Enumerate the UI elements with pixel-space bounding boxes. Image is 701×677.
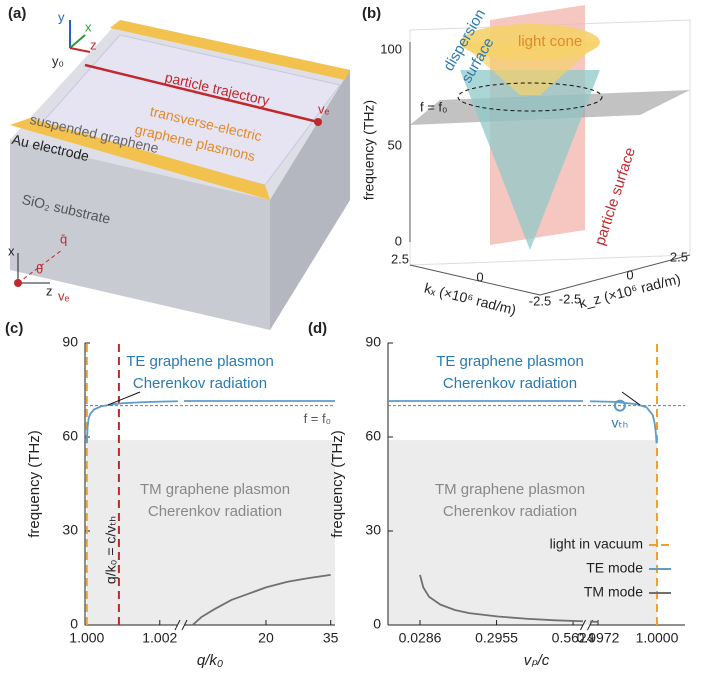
panel-label: (d) xyxy=(308,320,327,337)
y-tick-label: 30 xyxy=(62,522,78,538)
x-tick-label: 1.000 xyxy=(69,630,104,646)
axis xyxy=(17,249,63,284)
electron xyxy=(314,118,322,126)
x-tick-label: 0.0286 xyxy=(399,630,442,646)
x-axis-label: q/k₀ xyxy=(197,652,223,669)
x-tick-label: 0.5624 xyxy=(552,630,595,646)
panel-label: (a) xyxy=(8,5,26,22)
annotation: TE graphene plasmon xyxy=(436,353,584,370)
electrode xyxy=(110,20,350,80)
axis-label: x xyxy=(85,19,92,34)
electrode xyxy=(10,118,270,200)
series-line xyxy=(589,400,658,444)
annotation: q/k₀ = c/vₜₕ xyxy=(103,516,119,584)
series-line xyxy=(85,400,179,444)
tick-label: 0 xyxy=(476,269,483,284)
annotation: Cherenkov radiation xyxy=(443,375,577,392)
tick-label: 50 xyxy=(388,137,402,152)
axis-label: q̄ xyxy=(60,231,67,246)
axis xyxy=(409,264,541,296)
x-tick-label: 0.2955 xyxy=(475,630,518,646)
x-tick-label: 0.9972 xyxy=(577,630,620,646)
axis xyxy=(539,254,691,296)
annotation: f = f₀ xyxy=(420,99,447,114)
axis-label: y xyxy=(58,9,65,24)
annotation: TE graphene plasmon xyxy=(126,353,274,370)
series-line xyxy=(419,574,584,623)
annotation: particle surface xyxy=(591,145,639,247)
axis-break xyxy=(580,619,586,631)
electron xyxy=(14,279,22,287)
annotation: Cherenkov radiation xyxy=(148,503,282,520)
dispersion-surface xyxy=(460,70,600,250)
y-tick-label: 60 xyxy=(62,428,78,444)
tick-label: 0 xyxy=(395,233,402,248)
tick-label: 2.5 xyxy=(391,251,409,266)
x-tick-label: 1.0000 xyxy=(636,630,679,646)
substrate-side xyxy=(270,70,350,330)
annotation: TM graphene plasmon xyxy=(435,481,585,498)
panel-a-illustration: (a) particle trajectory transverse-elect… xyxy=(8,5,350,330)
panel-label: (c) xyxy=(5,320,23,337)
panel-label: (b) xyxy=(362,5,381,22)
threshold-marker xyxy=(613,399,626,412)
trajectory xyxy=(84,63,319,124)
annotation: vₑ xyxy=(318,101,330,116)
y-tick-label: 0 xyxy=(70,616,78,632)
y-tick-label: 30 xyxy=(365,522,381,538)
panel-b-illustration: (b) light cone dispersion surface f = f₀… xyxy=(361,5,691,318)
axis-label: y₀ xyxy=(52,53,64,68)
annotation: Cherenkov radiation xyxy=(443,503,577,520)
axis-label: vₑ xyxy=(58,288,70,303)
reference-label: f = f₀ xyxy=(304,411,331,426)
tick-label: 0 xyxy=(626,267,633,282)
legend-label: TM mode xyxy=(584,584,643,600)
y-tick-label: 90 xyxy=(62,334,78,350)
y-axis-label: frequency (THz) xyxy=(329,430,346,538)
arrow xyxy=(107,391,141,406)
axis-label: z xyxy=(90,37,97,52)
axis-label: z xyxy=(46,283,53,298)
marker-label: vₜₕ xyxy=(612,414,629,430)
y-axis-label: frequency (THz) xyxy=(26,430,43,538)
light-cone xyxy=(460,42,600,95)
x-tick-label: 35 xyxy=(323,630,339,646)
axis xyxy=(69,34,86,49)
x-axis-label: vₚ/c xyxy=(524,652,550,669)
tick-label: -2.5 xyxy=(529,293,551,308)
y-tick-label: 60 xyxy=(365,428,381,444)
contour xyxy=(457,82,603,112)
axis-break xyxy=(174,619,181,631)
y-tick-label: 90 xyxy=(365,334,381,350)
axis-label: frequency (THz) xyxy=(361,100,377,200)
y-tick-label: 0 xyxy=(373,616,381,632)
axis-break xyxy=(181,619,188,631)
annotation: light cone xyxy=(518,33,582,50)
axis-label: θ xyxy=(36,261,43,276)
axis-label: x xyxy=(8,243,15,258)
annotation: TM graphene plasmon xyxy=(140,481,290,498)
legend-label: TE mode xyxy=(586,560,643,576)
tick-label: 100 xyxy=(380,41,402,56)
tick-label: 2.5 xyxy=(670,249,688,264)
annotation: Cherenkov radiation xyxy=(133,375,267,392)
axis-label: kₓ (×10⁶ rad/m) xyxy=(423,280,518,318)
tm-region xyxy=(388,440,657,625)
axis xyxy=(69,47,91,53)
tick-label: -2.5 xyxy=(559,291,581,306)
legend-label: light in vacuum xyxy=(550,536,643,552)
tm-region xyxy=(86,440,335,625)
x-tick-label: 1.002 xyxy=(142,630,177,646)
x-tick-label: 20 xyxy=(258,630,274,646)
series-line xyxy=(192,573,331,626)
arrow xyxy=(621,391,641,406)
